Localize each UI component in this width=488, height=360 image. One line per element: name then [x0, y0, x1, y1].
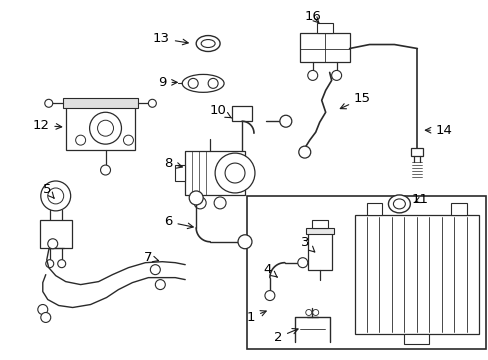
Text: 9: 9: [158, 76, 177, 89]
Ellipse shape: [201, 40, 215, 48]
Bar: [175, 165, 185, 181]
Text: 15: 15: [340, 92, 370, 109]
Circle shape: [305, 310, 311, 315]
Circle shape: [194, 197, 206, 209]
Circle shape: [76, 135, 85, 145]
Circle shape: [238, 235, 251, 249]
Circle shape: [123, 135, 133, 145]
Circle shape: [208, 78, 218, 88]
Circle shape: [188, 78, 198, 88]
Circle shape: [264, 291, 274, 301]
Text: 1: 1: [246, 311, 265, 324]
Bar: [62, 98, 138, 108]
Text: 11: 11: [411, 193, 428, 206]
Circle shape: [215, 153, 254, 193]
Circle shape: [312, 310, 318, 315]
Text: 16: 16: [304, 10, 321, 23]
Circle shape: [38, 305, 48, 315]
Ellipse shape: [393, 199, 405, 209]
Bar: [354, 215, 478, 334]
Circle shape: [148, 99, 156, 107]
Text: 13: 13: [153, 32, 188, 45]
Bar: [366, 203, 382, 215]
Circle shape: [224, 163, 244, 183]
Bar: [311, 220, 327, 228]
Text: 12: 12: [32, 119, 61, 132]
Bar: [316, 23, 332, 32]
Circle shape: [41, 312, 51, 323]
Text: 14: 14: [425, 124, 452, 137]
Text: 6: 6: [164, 215, 193, 229]
Circle shape: [46, 260, 54, 268]
Circle shape: [41, 181, 71, 211]
Circle shape: [58, 260, 65, 268]
Circle shape: [331, 71, 341, 80]
Circle shape: [298, 146, 310, 158]
Text: 4: 4: [263, 263, 277, 277]
Circle shape: [279, 115, 291, 127]
Bar: [185, 151, 244, 195]
Ellipse shape: [387, 195, 409, 213]
Ellipse shape: [182, 75, 224, 92]
Ellipse shape: [196, 36, 220, 51]
Circle shape: [45, 99, 53, 107]
Circle shape: [150, 265, 160, 275]
Circle shape: [307, 71, 317, 80]
Circle shape: [98, 120, 113, 136]
Circle shape: [89, 112, 121, 144]
Bar: [40, 220, 72, 248]
Circle shape: [189, 191, 203, 205]
Text: 7: 7: [144, 251, 158, 264]
Bar: [404, 334, 428, 345]
Text: 10: 10: [209, 104, 231, 118]
Bar: [410, 148, 423, 156]
Bar: [246, 196, 485, 349]
Bar: [65, 106, 135, 150]
Text: 2: 2: [273, 329, 298, 344]
Circle shape: [297, 258, 307, 268]
Text: 5: 5: [42, 184, 54, 198]
Circle shape: [48, 239, 58, 249]
Bar: [299, 32, 349, 62]
Circle shape: [214, 197, 225, 209]
Circle shape: [101, 165, 110, 175]
Text: 8: 8: [164, 157, 182, 170]
Bar: [450, 203, 466, 215]
Bar: [232, 106, 251, 121]
Bar: [307, 230, 331, 270]
Text: 3: 3: [300, 236, 314, 252]
Circle shape: [155, 280, 165, 289]
Circle shape: [48, 188, 63, 204]
Bar: [305, 228, 333, 234]
